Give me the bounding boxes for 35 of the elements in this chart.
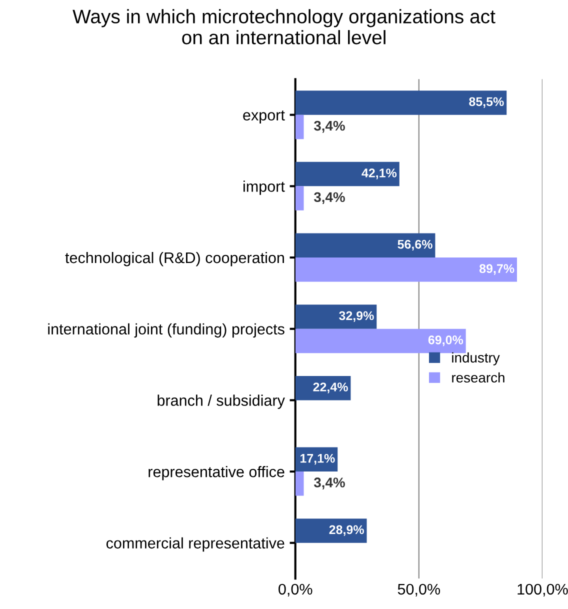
bar <box>295 472 304 496</box>
x-tick-label: 0,0% <box>278 584 312 596</box>
x-tick-label: 100,0% <box>518 584 568 596</box>
bar <box>295 518 367 543</box>
bar <box>295 233 436 258</box>
y-tick-label: export <box>243 110 285 124</box>
legend-label: industry <box>452 352 500 366</box>
data-label: 22,4% <box>313 382 348 394</box>
legend-label: research <box>452 372 504 383</box>
y-tick-label: technological (R&D) cooperation <box>65 252 284 266</box>
bar <box>295 304 377 329</box>
data-label: 17,1% <box>300 454 335 465</box>
y-tick-label: branch / subsidiary <box>158 394 285 409</box>
y-tick-label: international joint (funding) projects <box>48 323 284 338</box>
bar <box>295 162 400 186</box>
data-label: 85,5% <box>469 97 504 108</box>
data-label: 28,9% <box>329 525 364 536</box>
x-tick-label: 50,0% <box>398 584 440 596</box>
data-label: 42,1% <box>362 168 397 180</box>
data-label: 3,4% <box>314 478 345 490</box>
data-label: 69,0% <box>428 335 464 346</box>
data-label: 3,4% <box>314 120 345 133</box>
y-tick-label: commercial representative <box>106 537 284 552</box>
bar <box>295 328 466 354</box>
bar <box>295 90 507 115</box>
data-label: 56,6% <box>398 240 432 251</box>
data-label: 3,4% <box>314 192 345 204</box>
bar <box>295 186 304 210</box>
data-label: 89,7% <box>479 264 514 275</box>
chart-title: Ways in which microtechnology organizations act on an international level <box>72 9 496 44</box>
y-tick-label: import <box>244 180 285 195</box>
y-tick-label: representative office <box>148 466 284 480</box>
bar <box>295 258 517 282</box>
bar <box>295 114 304 140</box>
data-label: 32,9% <box>339 311 374 322</box>
